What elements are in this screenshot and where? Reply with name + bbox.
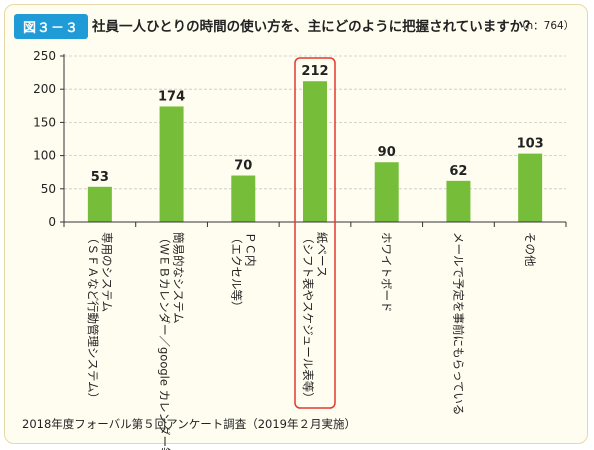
x-tick-label: その他 — [523, 232, 537, 267]
bar — [374, 162, 399, 222]
x-tick-label-line: 紙ベース — [315, 232, 329, 277]
bar — [446, 180, 471, 222]
y-tick-label: 50 — [41, 182, 56, 196]
bar — [303, 81, 327, 223]
x-tick-label: 専用のシステム（ＳＦＡなど行動管理システム） — [86, 232, 114, 404]
x-tick-label-line: （シフト表やスケジュール表等） — [301, 232, 315, 404]
figure-panel — [4, 4, 588, 444]
x-tick-label: 紙ベース（シフト表やスケジュール表等） — [301, 232, 329, 404]
x-tick-label: ホワイトボード — [380, 232, 394, 313]
bar — [87, 186, 112, 222]
y-tick-label: 100 — [33, 149, 56, 163]
x-tick-label: メールで予定を事前にもらっている — [451, 232, 465, 415]
sample-size: （n：764） — [516, 20, 575, 32]
x-tick-label-line: ホワイトボード — [380, 232, 394, 313]
bar — [159, 106, 184, 222]
chart-title: 社員一人ひとりの時間の使い方を、主にどのように把握されていますか？ — [92, 19, 537, 35]
data-label: 174 — [158, 89, 185, 104]
x-tick-label-line: 簡易的なシステム — [172, 232, 186, 324]
x-tick-label-line: （ＳＦＡなど行動管理システム） — [86, 232, 100, 404]
data-label: 212 — [301, 64, 328, 79]
x-tick-label: ＰＣ内（エクセル等） — [229, 232, 257, 313]
highlight-box — [294, 57, 336, 409]
y-tick-label: 200 — [33, 82, 56, 96]
data-label: 53 — [91, 170, 109, 185]
y-tick-label: 0 — [48, 215, 56, 229]
data-label: 62 — [449, 164, 467, 179]
x-tick-label-line: メールで予定を事前にもらっている — [451, 232, 465, 415]
source-note: 2018年度フォーバル第５回アンケート調査（2019年２月実施） — [22, 417, 356, 431]
figure-label: 図３－３ — [14, 14, 89, 39]
bar — [518, 153, 543, 222]
x-tick-label-line: （ＷＥＢカレンダー／google カレンダー等） — [158, 232, 172, 450]
x-tick-label-line: ＰＣ内 — [243, 232, 257, 267]
bar — [231, 175, 256, 222]
x-tick-label-line: 専用のシステム — [100, 232, 114, 312]
y-tick-label: 250 — [33, 49, 56, 63]
data-label: 90 — [378, 145, 396, 160]
y-tick-label: 150 — [33, 115, 56, 129]
data-label: 70 — [234, 159, 252, 174]
data-label: 103 — [517, 137, 544, 152]
x-tick-label-line: その他 — [523, 232, 537, 267]
x-tick-label: 簡易的なシステム（ＷＥＢカレンダー／google カレンダー等） — [158, 232, 186, 450]
x-tick-label-line: （エクセル等） — [229, 232, 243, 313]
